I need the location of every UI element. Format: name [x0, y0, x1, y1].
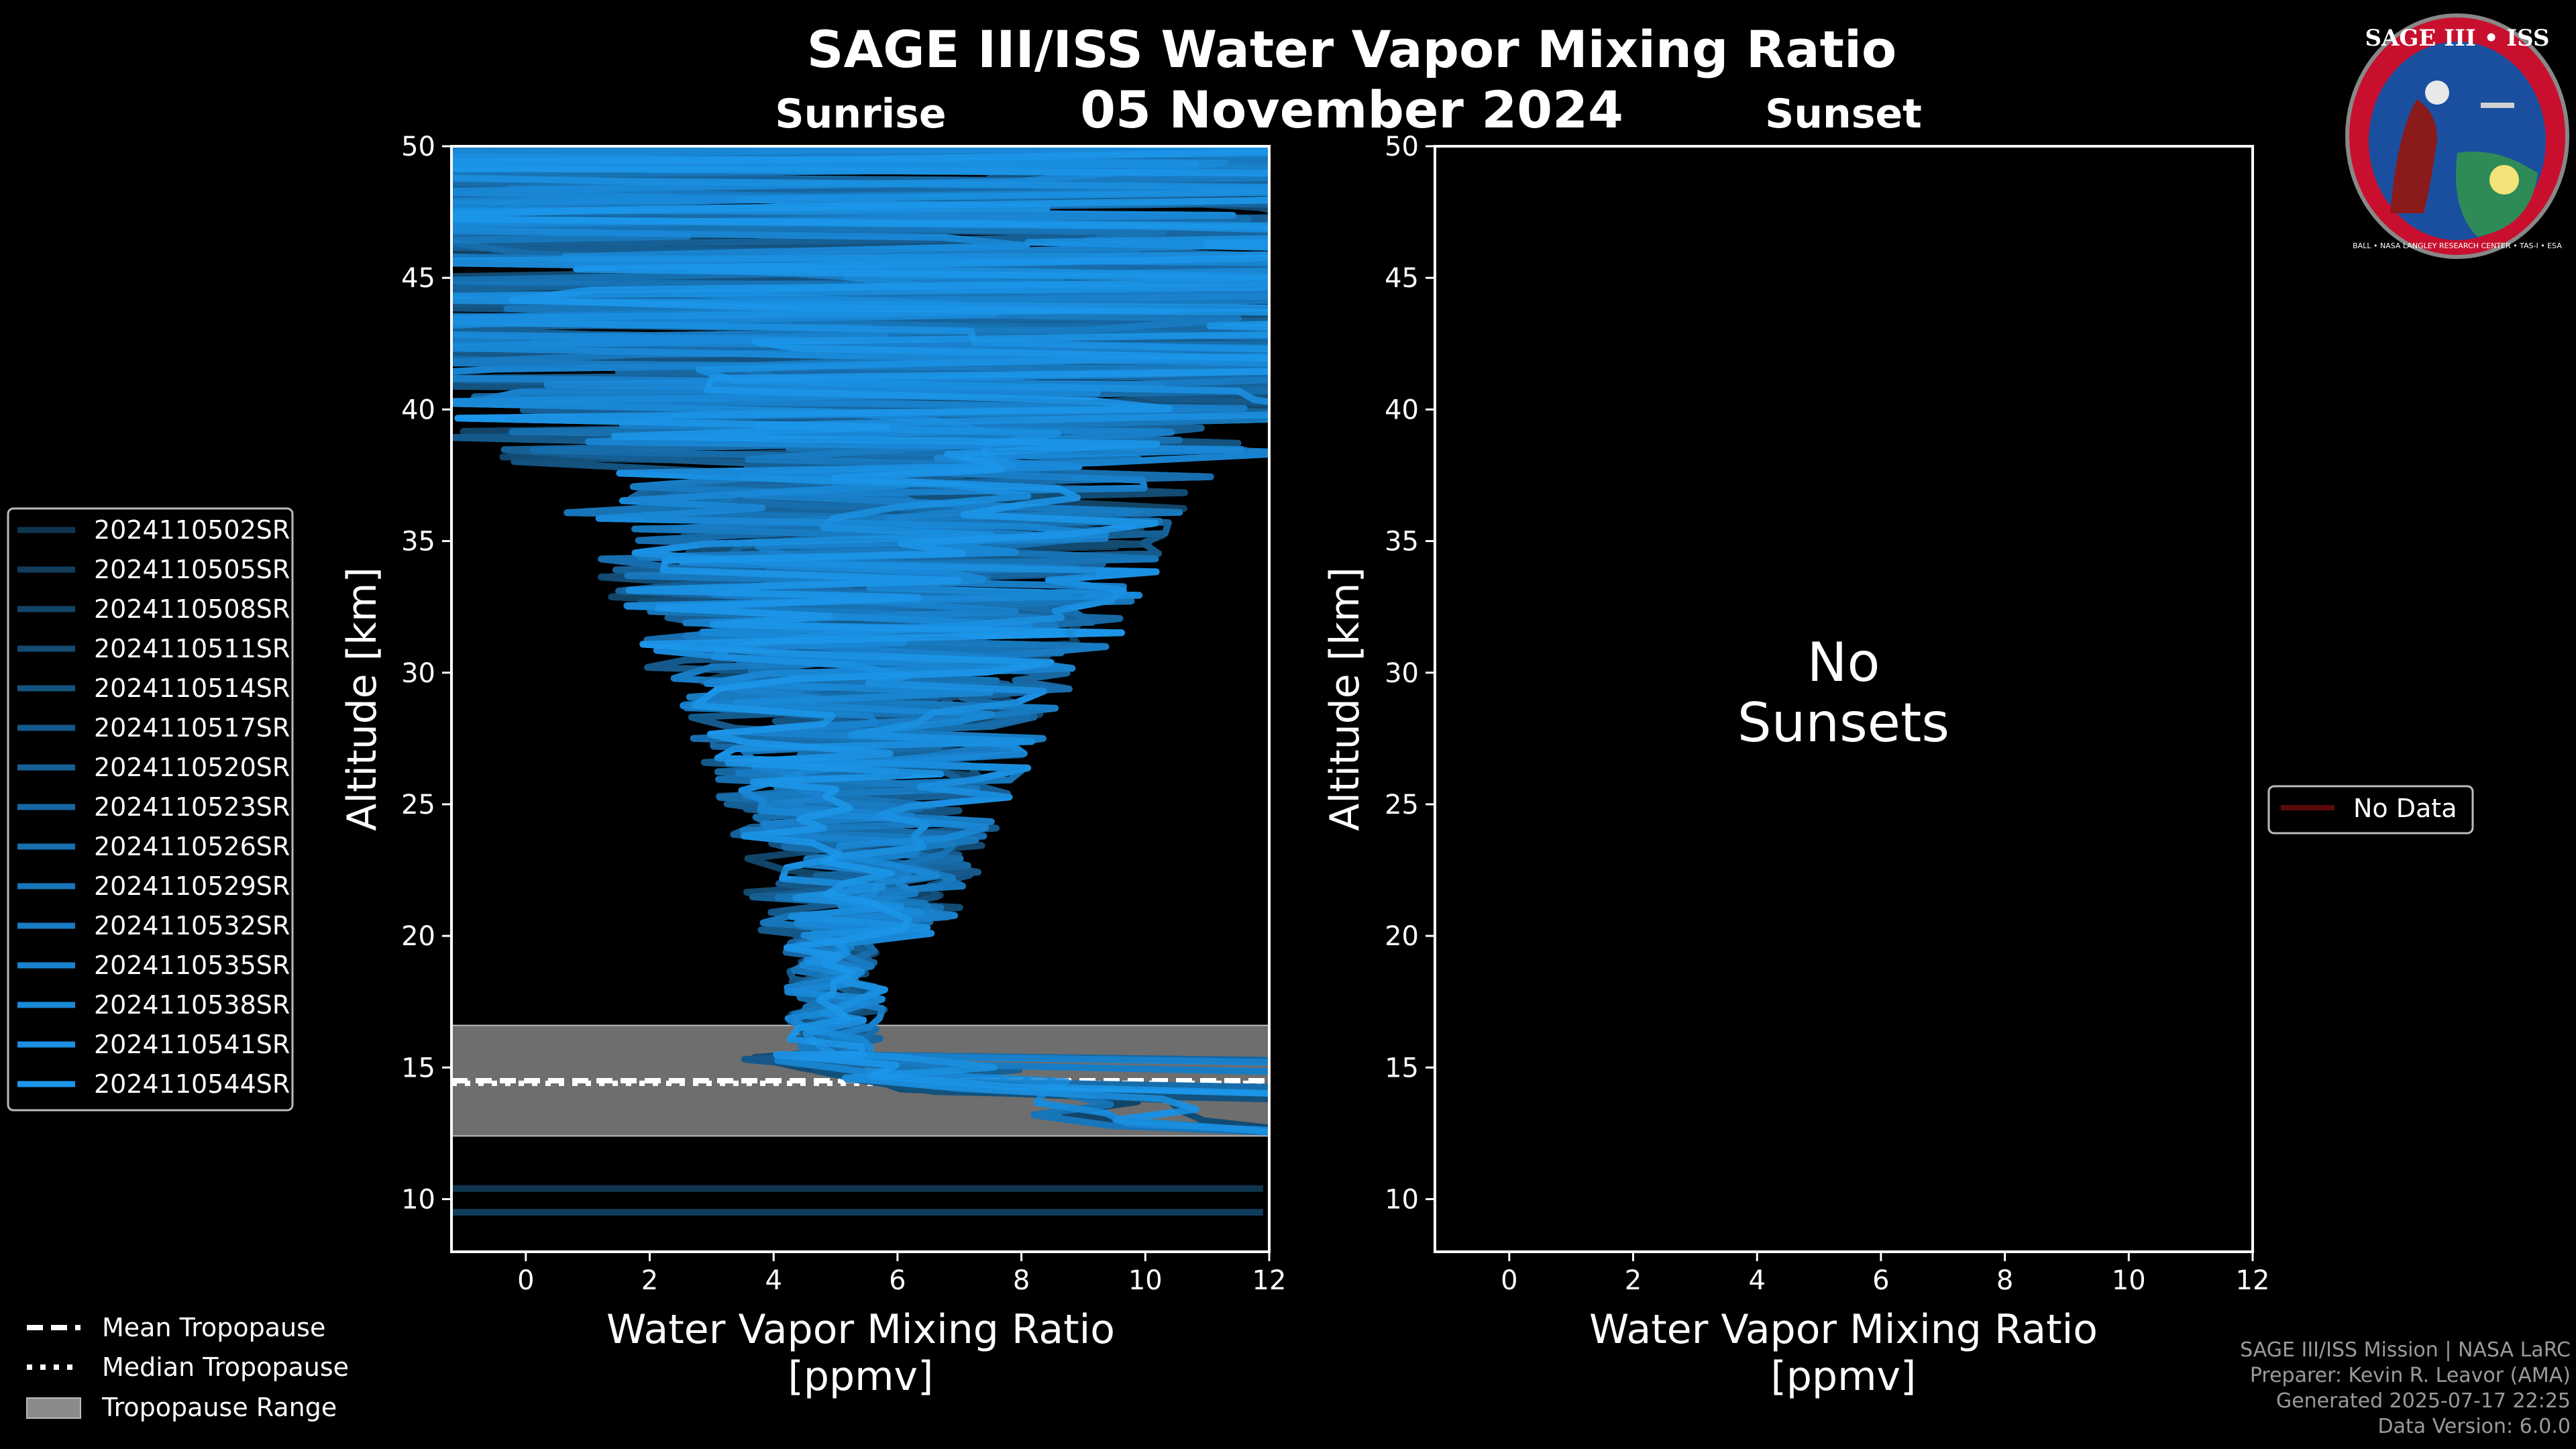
sunset-xtick-label-5: 10	[2112, 1265, 2146, 1296]
sunset-xtick-label-4: 8	[1996, 1265, 2013, 1296]
sunrise-ytick-label-6: 40	[401, 394, 435, 425]
tropopause-range-label: Tropopause Range	[101, 1393, 337, 1422]
chart-date: 05 November 2024	[1080, 80, 1623, 140]
legend-label-2024110544SR: 2024110544SR	[94, 1069, 290, 1099]
legend-label-2024110535SR: 2024110535SR	[94, 951, 290, 980]
sunset-ytick-label-8: 50	[1385, 131, 1419, 162]
sunset-xtick-label-2: 4	[1748, 1265, 1765, 1296]
sunrise-plot-frame	[450, 145, 1271, 1253]
series-legend-box	[7, 507, 294, 1112]
sunset-ytick-label-2: 20	[1385, 921, 1419, 952]
sunrise-label: Sunrise	[775, 91, 946, 138]
sunset-ytick-label-4: 30	[1385, 658, 1419, 689]
footer-mission: SAGE III/ISS Mission | NASA LaRC	[2240, 1338, 2571, 1362]
no-sunsets-line2: Sunsets	[1737, 692, 1949, 754]
legend-label-2024110523SR: 2024110523SR	[94, 792, 290, 822]
sunset-xtick-label-6: 12	[2236, 1265, 2270, 1296]
mean-tropopause-label: Mean Tropopause	[102, 1313, 325, 1342]
legend-label-2024110538SR: 2024110538SR	[94, 990, 290, 1020]
no-data-label: No Data	[2353, 794, 2457, 823]
sunrise-ytick-label-4: 30	[401, 658, 435, 689]
sunrise-ytick-label-2: 20	[401, 921, 435, 952]
sunset-xtick-label-3: 6	[1872, 1265, 1889, 1296]
sunset-axes: 0 2 4 6 8 10 12 10 15 20 25 30 35 40 45 50	[1385, 131, 2269, 1296]
logo-station-icon	[2481, 103, 2514, 108]
legend-label-2024110514SR: 2024110514SR	[94, 674, 290, 703]
no-sunsets-line1: No	[1807, 631, 1880, 694]
sunset-ylabel: Altitude [km]	[1322, 567, 1368, 831]
logo-figure-icon	[2390, 99, 2437, 213]
sunrise-xtick-label-0: 0	[517, 1265, 534, 1296]
logo-moon-icon	[2425, 80, 2449, 105]
sunset-label: Sunset	[1765, 91, 1922, 138]
footer-preparer: Preparer: Kevin R. Leavor (AMA)	[2249, 1364, 2571, 1387]
sunset-ytick-label-7: 45	[1385, 263, 1419, 294]
sunset-plot-frame	[1434, 145, 2254, 1253]
legend-label-2024110532SR: 2024110532SR	[94, 911, 290, 941]
legend-label-2024110529SR: 2024110529SR	[94, 871, 290, 901]
footer-generated: Generated 2025-07-17 22:25	[2275, 1389, 2571, 1413]
sunrise-xtick-label-1: 2	[641, 1265, 658, 1296]
legend-label-2024110526SR: 2024110526SR	[94, 832, 290, 861]
sunrise-ylabel: Altitude [km]	[339, 567, 386, 831]
sunset-xtick-label-0: 0	[1501, 1265, 1517, 1296]
sunrise-panel: 0 2 4 6 8 10 12 10 15 20 25 30 35 40 45 50 Water Vapor …	[339, 131, 1286, 1400]
footer-credits: SAGE III/ISS Mission | NASA LaRC Prepare…	[2240, 1338, 2571, 1440]
logo-ring-text: BALL • NASA LANGLEY RESEARCH CENTER • TA…	[2353, 241, 2562, 250]
median-tropopause-label: Median Tropopause	[102, 1352, 349, 1382]
legend-label-2024110541SR: 2024110541SR	[94, 1030, 290, 1059]
sunrise-xtick-label-2: 4	[765, 1265, 782, 1296]
no-data-legend: No Data	[2267, 785, 2474, 835]
logo-sun-icon	[2489, 165, 2519, 195]
sunrise-xlabel: Water Vapor Mixing Ratio	[606, 1306, 1115, 1353]
sunset-panel: 0 2 4 6 8 10 12 10 15 20 25 30 35 40 45 50 No Sunsets W…	[1322, 131, 2269, 1400]
legend-label-2024110508SR: 2024110508SR	[94, 594, 290, 624]
logo-title: SAGE III • ISS	[2365, 25, 2549, 52]
tropopause-markers	[451, 146, 1269, 1136]
legend-label-2024110511SR: 2024110511SR	[94, 634, 290, 663]
sunrise-ytick-label-5: 35	[401, 527, 435, 557]
series-legend: 2024110502SR 2024110505SR 2024110508SR 2024…	[7, 507, 294, 1112]
sunset-ytick-label-6: 40	[1385, 394, 1419, 425]
sunrise-ytick-label-7: 45	[401, 263, 435, 294]
sunrise-xtick-label-4: 8	[1013, 1265, 1030, 1296]
sunset-xlabel: Water Vapor Mixing Ratio	[1589, 1306, 2098, 1353]
sunrise-xunit: [ppmv]	[788, 1353, 934, 1400]
sunset-ytick-label-5: 35	[1385, 527, 1419, 557]
legend-label-2024110502SR: 2024110502SR	[94, 515, 290, 545]
tropopause-range-swatch	[26, 1397, 81, 1419]
sunrise-xtick-label-3: 6	[889, 1265, 906, 1296]
sunset-ytick-label-3: 25	[1385, 790, 1419, 820]
profile-overlay-2024110544SR	[451, 146, 1269, 1097]
sunrise-ytick-label-3: 25	[401, 790, 435, 820]
tropopause-legend: Mean Tropopause Median Tropopause Tropop…	[26, 1313, 349, 1422]
logo-earth-icon	[2456, 152, 2538, 237]
sunrise-xtick-label-5: 10	[1128, 1265, 1163, 1296]
chart-title: SAGE III/ISS Water Vapor Mixing Ratio	[807, 19, 1897, 79]
sunset-xtick-label-1: 2	[1625, 1265, 1642, 1296]
footer-version: Data Version: 6.0.0	[2377, 1415, 2571, 1438]
sunrise-ytick-label-0: 10	[401, 1185, 435, 1216]
sunrise-ytick-label-1: 15	[401, 1053, 435, 1083]
sunrise-axes: 0 2 4 6 8 10 12 10 15 20 25 30 35 40 45 50	[401, 131, 1286, 1296]
profiles-over-band	[451, 146, 1269, 1136]
sunset-ytick-label-1: 15	[1385, 1053, 1419, 1083]
sunset-xunit: [ppmv]	[1771, 1353, 1917, 1400]
sunrise-xtick-label-6: 12	[1252, 1265, 1287, 1296]
legend-label-2024110505SR: 2024110505SR	[94, 555, 290, 584]
legend-label-2024110520SR: 2024110520SR	[94, 753, 290, 782]
sunrise-ytick-label-8: 50	[401, 131, 435, 162]
legend-label-2024110517SR: 2024110517SR	[94, 713, 290, 743]
no-data-legend-box	[2267, 785, 2474, 835]
sage-iii-iss-logo: SAGE III • ISS BALL • NASA LANGLEY RESEA…	[2345, 13, 2569, 259]
sunset-ytick-label-0: 10	[1385, 1185, 1419, 1216]
